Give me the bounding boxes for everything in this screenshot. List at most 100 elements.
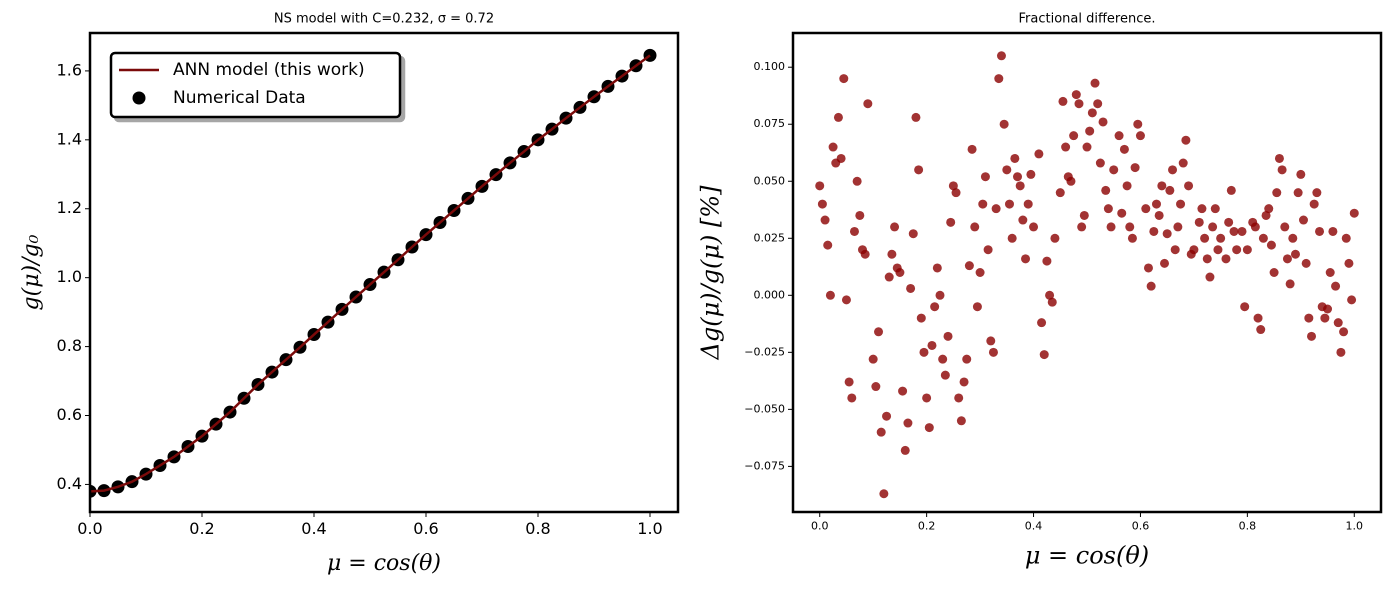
data-point [1290,249,1300,259]
data-point [849,226,859,236]
x-tick-label: 0.4 [1025,520,1043,533]
data-point [1208,222,1218,232]
data-point [1154,210,1164,220]
x-tick-label: 0.6 [413,519,438,538]
data-point [1307,331,1317,341]
data-point [1002,165,1012,175]
data-point [1114,131,1124,141]
data-point [884,272,894,282]
data-point [1333,318,1343,328]
data-point [1165,185,1175,195]
data-point [1055,188,1065,198]
data-point [1045,290,1055,300]
data-point [1298,215,1308,225]
data-point [1213,245,1223,255]
data-point [825,290,835,300]
data-point [1229,226,1239,236]
data-point [1328,226,1338,236]
data-point [1266,240,1276,250]
data-point [1261,210,1271,220]
data-point [1061,142,1071,152]
data-point [956,416,966,426]
x-tick-label: 0.2 [918,520,936,533]
legend-marker [132,91,146,105]
data-point [1253,313,1263,323]
data-point [871,382,881,392]
y-tick-label: −0.075 [744,459,785,472]
data-point [1210,204,1220,214]
data-point [855,210,865,220]
data-point [1077,222,1087,232]
data-point [1047,297,1057,307]
y-tick-label: −0.050 [744,402,785,415]
data-point [924,423,934,433]
data-point [903,418,913,428]
axes-frame [791,31,1383,514]
x-tick-label: 0.2 [189,519,214,538]
data-point [1301,258,1311,268]
data-point [1293,188,1303,198]
data-point [1146,281,1156,291]
data-point [887,249,897,259]
data-point [1256,325,1266,335]
data-point [1250,222,1260,232]
data-point [1021,254,1031,264]
data-point [1258,233,1268,243]
data-point [1085,126,1095,136]
data-point [890,222,900,232]
data-point [895,268,905,277]
data-point [1285,279,1295,289]
data-point [1282,254,1292,264]
x-axis-label: μ = cos(θ) [1025,542,1149,570]
data-point [1339,327,1349,337]
data-point [975,268,985,277]
data-point [996,51,1006,61]
data-point [1224,217,1234,227]
data-point [841,295,851,305]
data-point [1288,233,1298,243]
data-point [860,249,870,259]
data-point [938,354,948,364]
data-point [1344,258,1354,268]
data-point [1221,254,1231,264]
data-point [1309,199,1319,209]
data-point [1071,90,1081,100]
data-point [1184,181,1194,191]
data-point [922,393,932,403]
data-point [876,427,886,437]
data-point [1280,222,1290,232]
data-point [1347,295,1357,305]
data-point [999,119,1009,129]
data-point [948,181,958,191]
data-point [970,222,980,232]
data-point [1106,222,1116,232]
x-tick-label: 0.8 [525,519,550,538]
data-point [1029,222,1039,232]
line [90,54,651,493]
data-point [935,290,945,300]
x-tick-label: 0.4 [301,519,326,538]
data-point [836,153,846,163]
data-point [1015,181,1025,191]
y-tick-label: 0.000 [754,288,786,301]
data-point [1277,165,1287,175]
y-tick-label: 0.8 [57,336,82,355]
data-point [1127,233,1137,243]
data-point [1087,108,1097,118]
x-tick-label: 1.0 [637,519,662,538]
data-point [1232,245,1242,255]
plot-area [815,51,1359,499]
data-point [1125,222,1135,232]
data-point [1336,347,1346,357]
data-point [1323,304,1333,314]
data-point [994,74,1004,84]
data-point [1189,245,1199,255]
data-point [1039,350,1049,360]
x-axis-label: μ = cos(θ) [327,551,441,576]
data-point [1151,199,1161,209]
data-point [1296,169,1306,179]
data-point [940,370,950,380]
data-point [1160,258,1170,268]
data-point [1202,254,1212,264]
data-point [1226,185,1236,195]
